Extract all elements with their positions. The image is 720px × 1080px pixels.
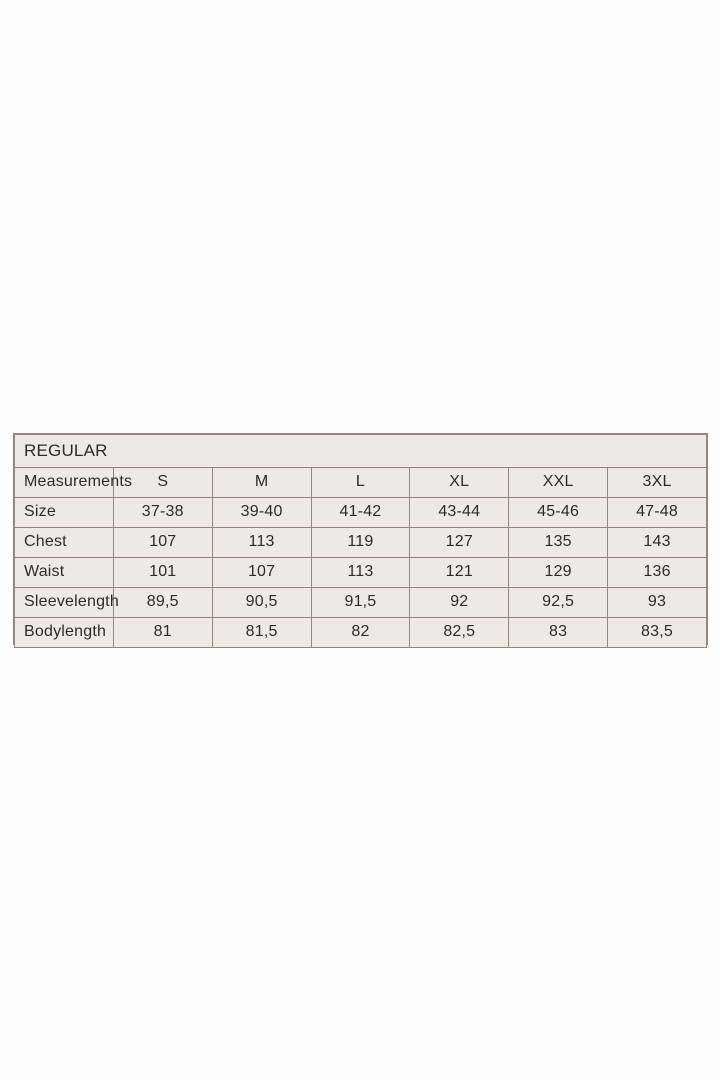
cell-sleevelength-m: 90,5 (211, 587, 312, 618)
cell-chest-s: 107 (112, 527, 213, 558)
cell-size-3xl: 47-48 (607, 497, 707, 528)
cell-size-xl: 43-44 (409, 497, 510, 528)
row-label-bodylength: Bodylength (14, 617, 114, 648)
table-row-waist: Waist 101 107 113 121 129 136 (14, 557, 707, 588)
size-chart-table: REGULAR Measurements S M L XL XXL 3XL Si… (14, 434, 707, 648)
table-row-sleevelength: Sleevelength 89,5 90,5 91,5 92 92,5 93 (14, 587, 707, 618)
cell-chest-3xl: 143 (607, 527, 707, 558)
cell-waist-3xl: 136 (607, 557, 707, 588)
cell-chest-xl: 127 (409, 527, 510, 558)
fit-title: REGULAR (14, 434, 707, 468)
cell-bodylength-l: 82 (310, 617, 411, 648)
column-header-s: S (112, 467, 213, 498)
cell-bodylength-s: 81 (112, 617, 213, 648)
cell-bodylength-xl: 82,5 (409, 617, 510, 648)
table-title-row: REGULAR (14, 434, 707, 468)
cell-sleevelength-xl: 92 (409, 587, 510, 618)
cell-sleevelength-s: 89,5 (112, 587, 213, 618)
measurements-header: Measurements (14, 467, 132, 498)
cell-size-xxl: 45-46 (508, 497, 609, 528)
column-header-m: M (211, 467, 312, 498)
row-label-sleevelength: Sleevelength (14, 587, 119, 618)
cell-bodylength-m: 81,5 (211, 617, 312, 648)
row-label-size: Size (14, 497, 114, 528)
cell-chest-m: 113 (211, 527, 312, 558)
cell-chest-l: 119 (310, 527, 411, 558)
cell-waist-s: 101 (112, 557, 213, 588)
size-chart-container: REGULAR Measurements S M L XL XXL 3XL Si… (13, 433, 708, 648)
cell-size-s: 37-38 (112, 497, 213, 528)
cell-size-m: 39-40 (211, 497, 312, 528)
cell-bodylength-3xl: 83,5 (607, 617, 707, 648)
table-row-bodylength: Bodylength 81 81,5 82 82,5 83 83,5 (14, 617, 707, 648)
cell-sleevelength-xxl: 92,5 (508, 587, 609, 618)
size-chart-body: REGULAR Measurements S M L XL XXL 3XL Si… (14, 434, 707, 648)
table-header-row: Measurements S M L XL XXL 3XL (14, 467, 707, 498)
table-row-size: Size 37-38 39-40 41-42 43-44 45-46 47-48 (14, 497, 707, 528)
column-header-3xl: 3XL (607, 467, 707, 498)
column-header-l: L (310, 467, 411, 498)
table-row-chest: Chest 107 113 119 127 135 143 (14, 527, 707, 558)
cell-waist-xl: 121 (409, 557, 510, 588)
cell-waist-m: 107 (211, 557, 312, 588)
cell-size-l: 41-42 (310, 497, 411, 528)
cell-chest-xxl: 135 (508, 527, 609, 558)
row-label-chest: Chest (14, 527, 114, 558)
cell-sleevelength-3xl: 93 (607, 587, 707, 618)
cell-sleevelength-l: 91,5 (310, 587, 411, 618)
row-label-waist: Waist (14, 557, 114, 588)
cell-bodylength-xxl: 83 (508, 617, 609, 648)
cell-waist-l: 113 (310, 557, 411, 588)
column-header-xxl: XXL (508, 467, 609, 498)
cell-waist-xxl: 129 (508, 557, 609, 588)
column-header-xl: XL (409, 467, 510, 498)
